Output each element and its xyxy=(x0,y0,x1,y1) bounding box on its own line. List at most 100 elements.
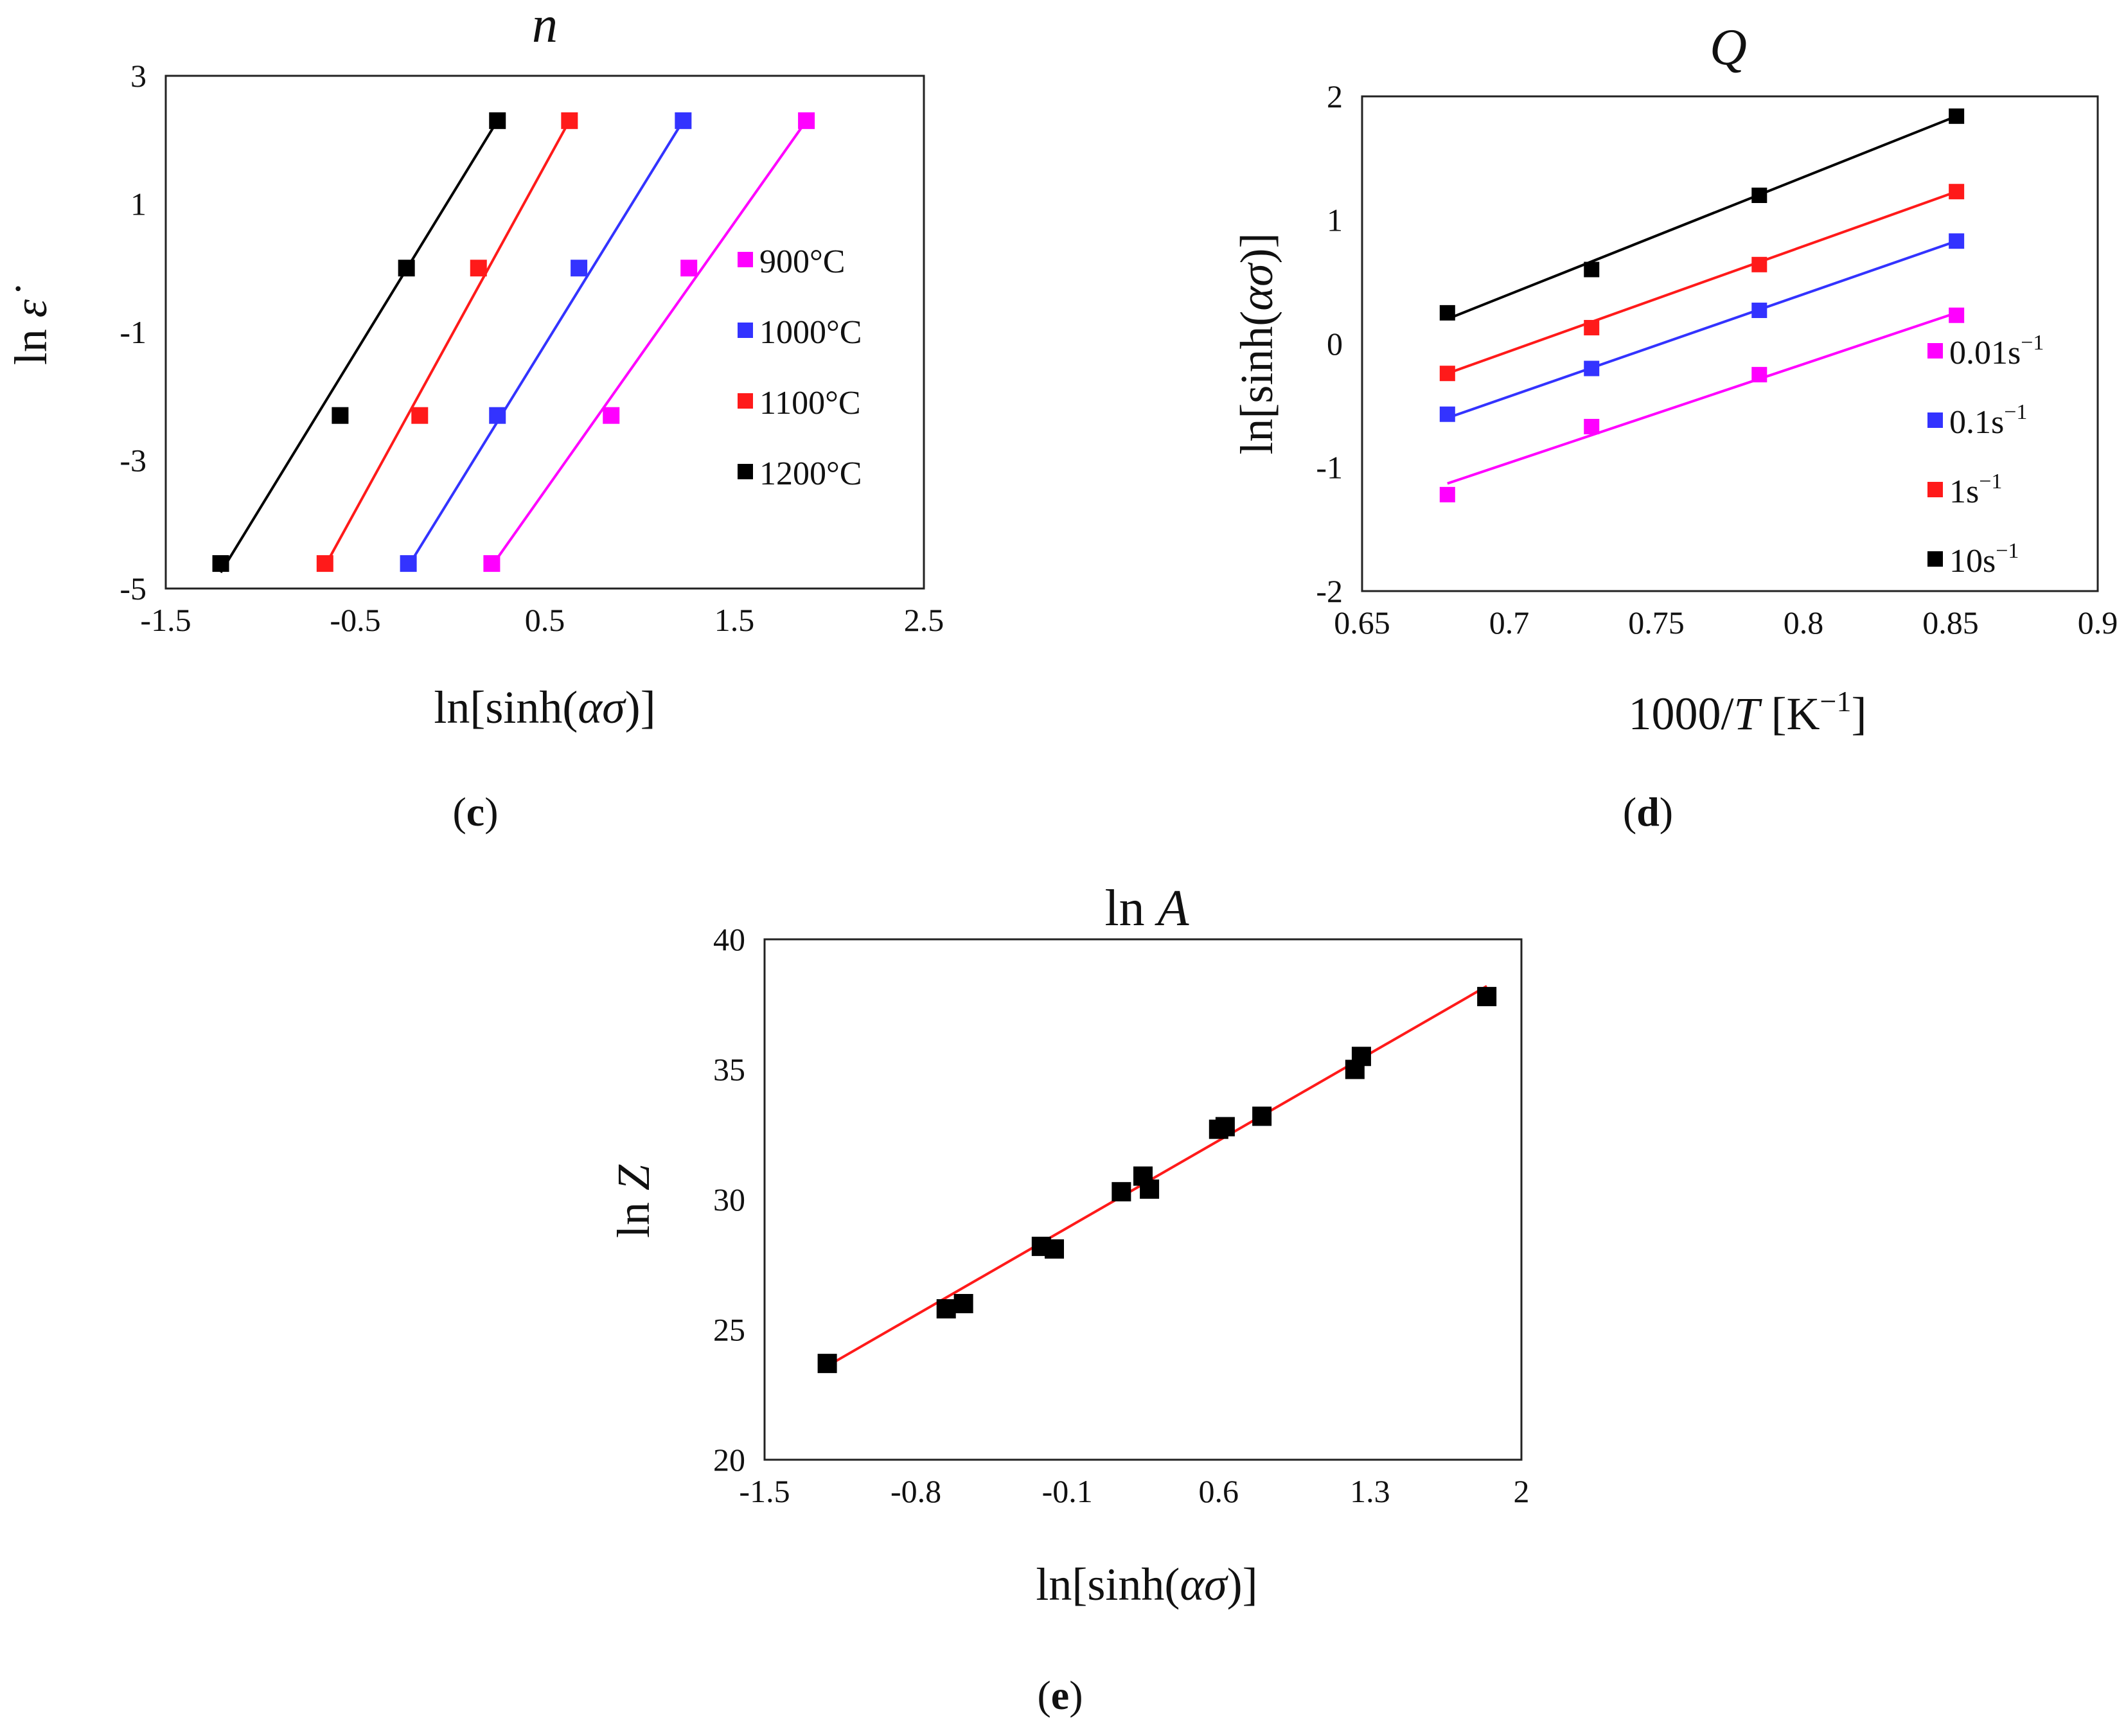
y-axis-label-e: ln Z xyxy=(608,1164,659,1238)
legend-swatch-1 xyxy=(1927,482,1943,497)
data-point-d-0-3 xyxy=(1949,307,1965,323)
fit-line-c-1 xyxy=(407,120,685,567)
data-point-d-2-3 xyxy=(1949,184,1965,200)
data-point-c-0-3 xyxy=(798,112,815,129)
panel-letter-e: (e) xyxy=(1037,1672,1083,1718)
data-point-c-0-1 xyxy=(603,407,620,424)
legend-label-0.1: 0.1s−1 xyxy=(1949,400,2027,441)
fit-line-d-2 xyxy=(1447,190,1957,375)
x-tick-label-e: -1.5 xyxy=(739,1473,790,1509)
legend-swatch-1000 xyxy=(738,323,753,338)
fit-line-c-3 xyxy=(219,120,499,574)
x-tick-labels-d: 0.65 0.7 0.75 0.8 0.85 0.9 xyxy=(1334,605,2117,641)
fit-lines-e xyxy=(826,985,1488,1367)
data-point-c-1-3 xyxy=(675,112,692,129)
chart-title-c: n xyxy=(532,0,558,53)
plot-area-e xyxy=(763,938,1523,1461)
fit-lines-d xyxy=(1447,114,1957,485)
data-points-d xyxy=(1439,108,1965,502)
data-point-c-3-3 xyxy=(489,112,506,129)
x-tick-label-c: 0.5 xyxy=(525,602,565,638)
data-points-c xyxy=(212,112,815,572)
y-tick-label-e: 20 xyxy=(713,1442,745,1478)
y-tick-label-d: -1 xyxy=(1316,450,1343,486)
y-tick-label-d: 2 xyxy=(1327,78,1343,114)
legend-swatch-1100 xyxy=(738,393,753,409)
y-tick-label-c: 3 xyxy=(130,58,146,94)
legend-item-1: 1s−1 xyxy=(1927,470,2002,510)
data-point-c-3-1 xyxy=(332,407,349,424)
legend-c: 900°C 1000°C 1100°C 1200°C xyxy=(738,244,862,492)
data-point-c-2-0 xyxy=(316,555,333,572)
data-point-e-0-12 xyxy=(1351,1047,1371,1067)
legend-label-1200: 1200°C xyxy=(759,456,862,492)
data-point-c-2-2 xyxy=(470,260,487,277)
data-point-e-0-0 xyxy=(817,1354,837,1374)
x-tick-label-e: 2 xyxy=(1514,1473,1530,1509)
y-axis-label-d: ln[sinh(ασ)] xyxy=(1231,233,1282,454)
legend-item-0.01: 0.01s−1 xyxy=(1927,331,2044,371)
data-point-d-2-2 xyxy=(1751,256,1767,272)
data-point-d-3-2 xyxy=(1751,188,1767,203)
y-tick-label-e: 40 xyxy=(713,921,745,957)
fit-line-c-2 xyxy=(324,120,571,567)
data-point-c-1-1 xyxy=(489,407,506,424)
panel-letter-d: (d) xyxy=(1623,789,1673,835)
panel-e-chart: ln A -1.5 -0.8 -0.1 0.6 1.3 2 20 25 30 35 40 ln[s… xyxy=(608,880,1530,1718)
y-tick-label-e: 35 xyxy=(713,1052,745,1088)
x-tick-label-d: 0.85 xyxy=(1922,605,1979,641)
legend-swatch-1200 xyxy=(738,464,753,479)
legend-swatch-900 xyxy=(738,252,753,267)
y-tick-label-e: 25 xyxy=(713,1312,745,1348)
fit-line-d-1 xyxy=(1447,240,1957,420)
data-point-c-2-1 xyxy=(411,407,429,424)
panel-c-chart: n -1.5 -0.5 0.5 1.5 2.5 -5 -3 -1 1 3 ln[sinh(ασ)… xyxy=(5,0,944,835)
y-tick-label-d: -2 xyxy=(1316,573,1343,609)
x-tick-label-e: -0.1 xyxy=(1042,1473,1093,1509)
legend-swatch-10 xyxy=(1927,551,1943,567)
x-tick-label-d: 0.75 xyxy=(1628,605,1685,641)
legend-label-10: 10s−1 xyxy=(1949,539,2019,580)
x-tick-label-c: 1.5 xyxy=(714,602,755,638)
data-point-d-2-1 xyxy=(1584,319,1600,335)
legend-item-1200: 1200°C xyxy=(738,456,862,492)
legend-swatch-0.1 xyxy=(1927,412,1943,428)
data-point-c-0-2 xyxy=(680,260,698,277)
data-point-c-1-2 xyxy=(571,260,588,277)
data-point-d-1-3 xyxy=(1949,233,1965,249)
panel-letter-c: (c) xyxy=(452,789,498,835)
fit-line-e-0 xyxy=(826,985,1488,1367)
chart-title-d: Q xyxy=(1710,19,1747,76)
data-point-d-1-2 xyxy=(1751,303,1767,319)
fit-line-d-3 xyxy=(1447,114,1957,321)
data-point-d-0-1 xyxy=(1584,418,1600,434)
y-axis-label-c: ln ε̇ xyxy=(5,286,57,365)
x-tick-label-d: 0.65 xyxy=(1334,605,1390,641)
x-tick-label-d: 0.8 xyxy=(1784,605,1824,641)
fit-lines-c xyxy=(219,120,808,574)
data-point-e-0-7 xyxy=(1140,1179,1160,1199)
legend-swatch-0.01 xyxy=(1927,343,1943,359)
x-tick-labels-e: -1.5 -0.8 -0.1 0.6 1.3 2 xyxy=(739,1473,1529,1509)
x-tick-label-c: -1.5 xyxy=(140,602,191,638)
data-point-e-0-9 xyxy=(1215,1117,1235,1137)
data-point-e-0-5 xyxy=(1112,1182,1131,1201)
legend-label-900: 900°C xyxy=(759,244,845,280)
legend-d: 0.01s−1 0.1s−1 1s−1 10s−1 xyxy=(1927,331,2044,580)
fit-line-d-0 xyxy=(1447,311,1957,485)
data-point-e-0-2 xyxy=(953,1294,973,1313)
legend-item-1100: 1100°C xyxy=(738,385,861,421)
data-point-c-3-2 xyxy=(398,260,415,277)
legend-item-10: 10s−1 xyxy=(1927,539,2019,580)
x-tick-label-e: 0.6 xyxy=(1199,1473,1239,1509)
data-point-d-3-0 xyxy=(1439,305,1455,321)
x-tick-label-d: 0.9 xyxy=(2078,605,2117,641)
data-points-e xyxy=(817,987,1497,1374)
legend-label-0.01: 0.01s−1 xyxy=(1949,331,2044,371)
y-tick-label-c: 1 xyxy=(130,186,146,222)
y-tick-labels-d: -2 -1 0 1 2 xyxy=(1316,78,1343,609)
legend-label-1000: 1000°C xyxy=(759,314,862,351)
legend-label-1100: 1100°C xyxy=(759,385,861,421)
x-tick-labels-c: -1.5 -0.5 0.5 1.5 2.5 xyxy=(140,602,944,638)
